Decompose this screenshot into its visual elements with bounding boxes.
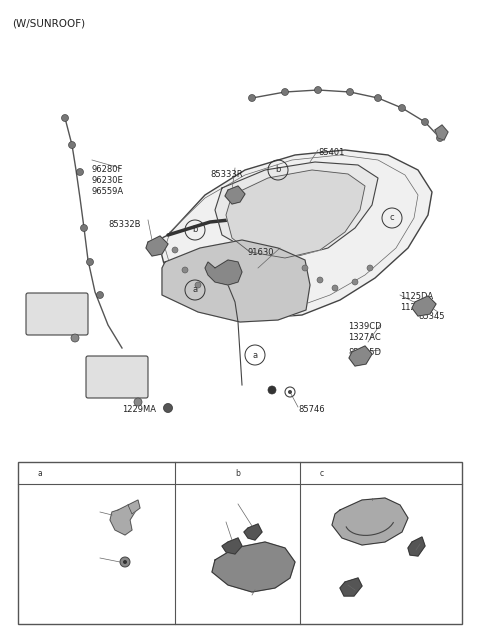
Polygon shape [212,542,295,592]
Text: 85235: 85235 [62,510,88,519]
Polygon shape [128,500,140,514]
Polygon shape [162,240,310,322]
Text: 85201A: 85201A [98,358,130,367]
Text: a: a [192,285,198,294]
Circle shape [172,247,178,253]
Text: 85340J: 85340J [330,498,359,507]
Polygon shape [349,346,372,366]
Circle shape [314,86,322,93]
Circle shape [332,285,338,291]
Text: 1229MA: 1229MA [122,405,156,414]
Polygon shape [435,125,448,140]
Polygon shape [110,505,135,535]
Circle shape [288,390,292,394]
Circle shape [76,168,84,175]
Text: b: b [276,166,281,175]
FancyBboxPatch shape [26,293,88,335]
Text: b: b [236,468,240,477]
Circle shape [268,386,276,394]
Text: 85746: 85746 [298,405,324,414]
Text: 1249LL
1249LM: 1249LL 1249LM [62,550,95,570]
FancyBboxPatch shape [86,356,148,398]
Text: 91630: 91630 [248,248,275,257]
Text: (W/SUNROOF): (W/SUNROOF) [12,18,85,28]
Circle shape [249,95,255,102]
Circle shape [281,88,288,95]
Polygon shape [408,537,425,556]
Text: 1229MA: 1229MA [28,320,62,329]
Text: c: c [390,214,394,223]
Text: 1125DA
1125AC: 1125DA 1125AC [400,292,433,312]
Circle shape [134,398,142,406]
Circle shape [398,104,406,111]
Text: 85345: 85345 [418,312,444,321]
Circle shape [86,259,94,266]
Text: 1339CD
1327AC: 1339CD 1327AC [348,322,382,342]
Circle shape [352,279,358,285]
Polygon shape [244,524,262,540]
Text: a: a [37,468,42,477]
Text: 96280F
96230E
96559A: 96280F 96230E 96559A [92,165,124,196]
Circle shape [120,557,130,567]
Polygon shape [340,578,362,596]
Text: 85454C: 85454C [200,520,232,529]
Circle shape [81,225,87,232]
Circle shape [317,277,323,283]
Circle shape [421,118,429,125]
Text: 85325D: 85325D [348,348,381,357]
Circle shape [123,560,127,564]
Bar [18,462,462,624]
Text: 85332B: 85332B [108,220,141,229]
Circle shape [71,334,79,342]
Text: 85202A: 85202A [28,302,60,311]
Circle shape [182,267,188,273]
Text: 85454C: 85454C [218,502,250,511]
Polygon shape [225,186,245,204]
Polygon shape [222,538,242,554]
Text: 85454C: 85454C [318,590,350,599]
Circle shape [195,282,201,288]
Text: 85401: 85401 [318,148,344,157]
Circle shape [436,134,444,141]
Text: 85340M: 85340M [220,592,254,601]
Text: c: c [320,468,324,477]
Polygon shape [332,498,408,545]
Polygon shape [412,296,436,316]
Circle shape [374,95,382,102]
Text: a: a [252,351,258,360]
Circle shape [164,403,172,413]
Circle shape [61,115,69,122]
Polygon shape [215,162,378,258]
Polygon shape [205,260,242,285]
Text: b: b [192,225,198,234]
Polygon shape [160,150,432,318]
Polygon shape [146,236,168,256]
Circle shape [367,265,373,271]
Text: 85454C: 85454C [398,542,430,551]
Circle shape [302,265,308,271]
Circle shape [96,291,104,298]
Circle shape [347,88,353,95]
Text: 85333R: 85333R [210,170,242,179]
Polygon shape [226,170,365,258]
Circle shape [69,141,75,148]
